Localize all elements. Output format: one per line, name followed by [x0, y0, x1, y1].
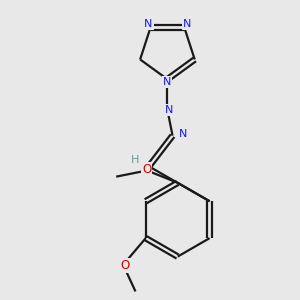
Text: N: N	[178, 129, 187, 139]
Text: N: N	[165, 105, 174, 115]
Text: N: N	[163, 77, 172, 87]
Text: N: N	[144, 19, 153, 29]
Text: H: H	[130, 155, 139, 165]
Text: O: O	[142, 163, 152, 176]
Text: O: O	[121, 259, 130, 272]
Text: N: N	[183, 19, 192, 29]
